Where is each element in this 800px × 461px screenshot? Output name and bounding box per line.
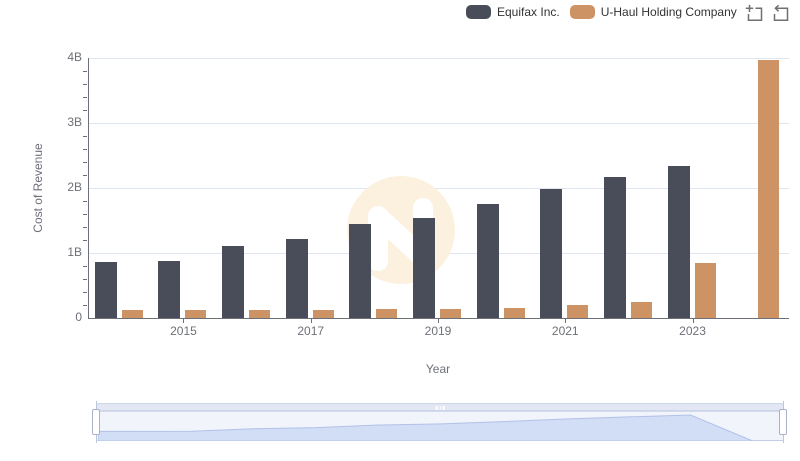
bar-uhaul-2016[interactable] (249, 309, 271, 318)
y-minor-tick (83, 136, 87, 137)
datazoom-move-handle[interactable] (96, 403, 784, 411)
legend-swatch (569, 5, 595, 19)
bar-equifax-2016[interactable] (222, 245, 245, 318)
y-axis-title: Cost of Revenue (31, 143, 45, 233)
bar-uhaul-2022[interactable] (630, 302, 652, 318)
x-tick-2021 (565, 318, 567, 323)
x-tick-label-2017: 2017 (297, 324, 325, 338)
y-tick-label-3B: 3B (67, 115, 82, 129)
x-axis-title: Year (425, 362, 451, 376)
bar-uhaul-2024[interactable] (758, 59, 780, 318)
y-minor-tick (83, 279, 87, 280)
y-minor-tick (83, 162, 87, 163)
x-tick-2023 (692, 318, 694, 323)
y-minor-tick (83, 149, 87, 150)
data-zoom-icon[interactable] (745, 4, 763, 22)
y-tick-label-1B: 1B (67, 245, 82, 259)
legend-label: U-Haul Holding Company (600, 5, 737, 19)
x-tick-label-2021: 2021 (551, 324, 579, 338)
datazoom-track[interactable] (96, 411, 784, 441)
y-minor-tick (83, 227, 87, 228)
y-minor-tick (83, 240, 87, 241)
x-tick-2019 (438, 318, 439, 323)
x-tick-2015 (183, 318, 185, 323)
toolbox (745, 4, 789, 22)
x-tick-label-2015: 2015 (170, 324, 197, 338)
y-minor-tick (83, 266, 87, 267)
datazoom-shadow-area (98, 414, 784, 441)
bar-equifax-2017[interactable] (285, 239, 308, 318)
bar-uhaul-2023[interactable] (694, 263, 716, 318)
y-minor-tick (83, 214, 87, 215)
y-minor-tick (83, 110, 87, 111)
x-tick-label-2019: 2019 (424, 324, 452, 338)
y-tick-label-4B: 4B (67, 50, 82, 64)
bar-uhaul-2021[interactable] (567, 305, 589, 318)
datazoom-right-handle[interactable] (779, 409, 787, 435)
bar-equifax-2023[interactable] (667, 165, 690, 318)
y-minor-tick (83, 71, 87, 72)
bar-equifax-2014[interactable] (94, 262, 117, 318)
legend: Equifax Inc. U-Haul Holding Company (466, 5, 737, 19)
x-tick-label-2023: 2023 (679, 324, 706, 338)
bar-uhaul-2015[interactable] (185, 309, 207, 318)
y-minor-tick (83, 84, 87, 85)
x-tick-2017 (310, 318, 312, 323)
bar-uhaul-2017[interactable] (312, 309, 334, 318)
legend-item-uhaul[interactable]: U-Haul Holding Company (569, 5, 737, 19)
gridline-3B (89, 123, 789, 124)
bar-uhaul-2018[interactable] (376, 308, 398, 318)
bar-equifax-2015[interactable] (158, 260, 181, 318)
bar-uhaul-2020[interactable] (503, 308, 525, 318)
legend-item-equifax[interactable]: Equifax Inc. (466, 5, 560, 19)
y-tick-label-2B: 2B (67, 180, 82, 194)
datazoom-data-shadow (98, 414, 784, 441)
legend-swatch (466, 5, 491, 19)
datazoom-slider[interactable] (92, 401, 787, 443)
gridline-4B (89, 58, 789, 59)
y-minor-tick (83, 292, 87, 293)
y-minor-tick (83, 175, 87, 176)
y-minor-tick (83, 97, 87, 98)
bar-uhaul-2014[interactable] (121, 310, 143, 318)
datazoom-left-handle[interactable] (92, 409, 100, 435)
plot-area (88, 58, 789, 319)
bar-equifax-2022[interactable] (603, 176, 626, 318)
legend-label: Equifax Inc. (497, 5, 560, 19)
y-minor-tick (83, 201, 87, 202)
bar-equifax-2018[interactable] (349, 224, 372, 318)
bar-equifax-2021[interactable] (540, 189, 563, 318)
bar-uhaul-2019[interactable] (440, 308, 461, 318)
restore-icon[interactable] (771, 4, 789, 22)
y-tick-label-0: 0 (75, 310, 82, 324)
bar-equifax-2020[interactable] (476, 204, 499, 318)
datazoom-grip-icon (435, 406, 445, 410)
y-minor-tick (83, 305, 87, 306)
bar-equifax-2019[interactable] (413, 217, 435, 318)
